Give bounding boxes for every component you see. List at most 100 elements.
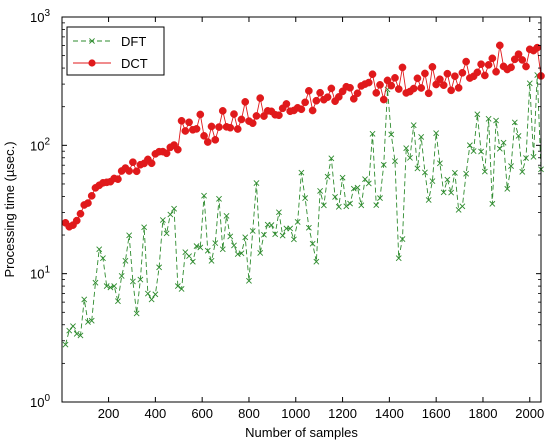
data-point — [495, 41, 504, 50]
data-point — [429, 178, 436, 185]
y-tick-label: 101 — [30, 265, 50, 282]
data-point — [189, 258, 196, 265]
data-point — [474, 111, 481, 118]
data-point — [100, 255, 106, 262]
data-point — [132, 167, 141, 176]
data-point — [428, 63, 437, 71]
data-point — [212, 240, 219, 247]
data-point — [519, 168, 526, 175]
data-point — [218, 107, 227, 115]
data-point — [407, 154, 413, 161]
data-point — [347, 200, 353, 207]
data-point — [85, 319, 91, 325]
data-point — [248, 119, 257, 128]
data-point — [444, 176, 451, 183]
x-tick-label: 200 — [98, 406, 120, 421]
data-point — [492, 67, 500, 76]
data-point — [137, 276, 144, 283]
data-point — [447, 86, 455, 95]
data-point — [167, 211, 174, 218]
data-point — [242, 234, 249, 241]
data-point — [334, 93, 343, 101]
data-point — [237, 115, 246, 124]
data-point — [294, 219, 301, 225]
data-point — [313, 258, 320, 265]
data-point — [62, 341, 69, 348]
data-point — [433, 130, 440, 137]
data-point — [485, 115, 492, 122]
data-point — [192, 125, 201, 133]
data-point — [122, 257, 129, 264]
data-point — [230, 110, 238, 118]
data-point — [349, 94, 358, 103]
data-point — [504, 185, 511, 192]
data-point — [398, 63, 407, 72]
data-point — [323, 93, 332, 102]
data-point — [233, 125, 242, 133]
legend-marker — [88, 59, 96, 67]
data-point — [448, 189, 455, 196]
y-tick-label: 100 — [30, 393, 50, 410]
data-point — [252, 112, 261, 120]
legend-item-dft: DFT — [73, 34, 146, 49]
data-point — [388, 131, 395, 138]
x-tick-label: 2000 — [515, 406, 544, 421]
data-point — [96, 246, 103, 253]
legend-marker — [89, 38, 95, 44]
data-point — [173, 145, 182, 154]
data-point — [372, 89, 381, 97]
data-point — [507, 63, 515, 72]
series-layer — [61, 41, 545, 348]
data-point — [305, 224, 312, 231]
data-point — [148, 296, 155, 303]
data-point — [174, 283, 181, 290]
data-point — [332, 194, 338, 200]
data-point — [409, 84, 418, 93]
series-dft — [62, 72, 544, 348]
data-point — [246, 277, 252, 284]
data-point — [231, 242, 237, 249]
data-point — [216, 195, 222, 202]
data-point — [328, 155, 335, 162]
axes-frame — [61, 16, 542, 403]
data-point — [522, 62, 530, 71]
y-axis-title: Processing time (µsec.) — [2, 141, 17, 277]
x-axis-title: Number of samples — [245, 425, 358, 440]
data-point — [125, 167, 134, 175]
data-point — [268, 222, 275, 229]
data-point — [197, 244, 204, 251]
x-tick-label: 1200 — [328, 406, 357, 421]
data-point — [350, 185, 357, 192]
data-point — [77, 332, 84, 339]
data-point — [343, 203, 350, 210]
data-point — [358, 202, 365, 209]
data-point — [171, 205, 178, 212]
data-point — [92, 279, 99, 286]
data-point — [126, 232, 133, 239]
data-point — [276, 209, 282, 216]
data-point — [162, 149, 171, 158]
data-point — [514, 50, 523, 59]
data-point — [383, 76, 392, 85]
data-point — [238, 250, 245, 257]
data-point — [413, 74, 422, 83]
x-tick-label: 1000 — [281, 406, 310, 421]
data-point — [339, 174, 346, 181]
data-point — [508, 163, 514, 170]
data-point — [163, 230, 170, 237]
data-point — [462, 57, 470, 66]
data-point — [129, 158, 137, 167]
data-point — [203, 138, 212, 146]
data-point — [477, 60, 485, 69]
data-point — [279, 232, 286, 239]
data-point — [177, 116, 186, 125]
x-tick-label: 1800 — [469, 406, 498, 421]
data-point — [147, 159, 156, 168]
data-point — [478, 148, 485, 155]
data-point — [185, 118, 193, 127]
plot-area — [62, 17, 541, 402]
data-point — [473, 68, 482, 77]
data-point — [87, 192, 96, 200]
data-point — [249, 228, 256, 234]
